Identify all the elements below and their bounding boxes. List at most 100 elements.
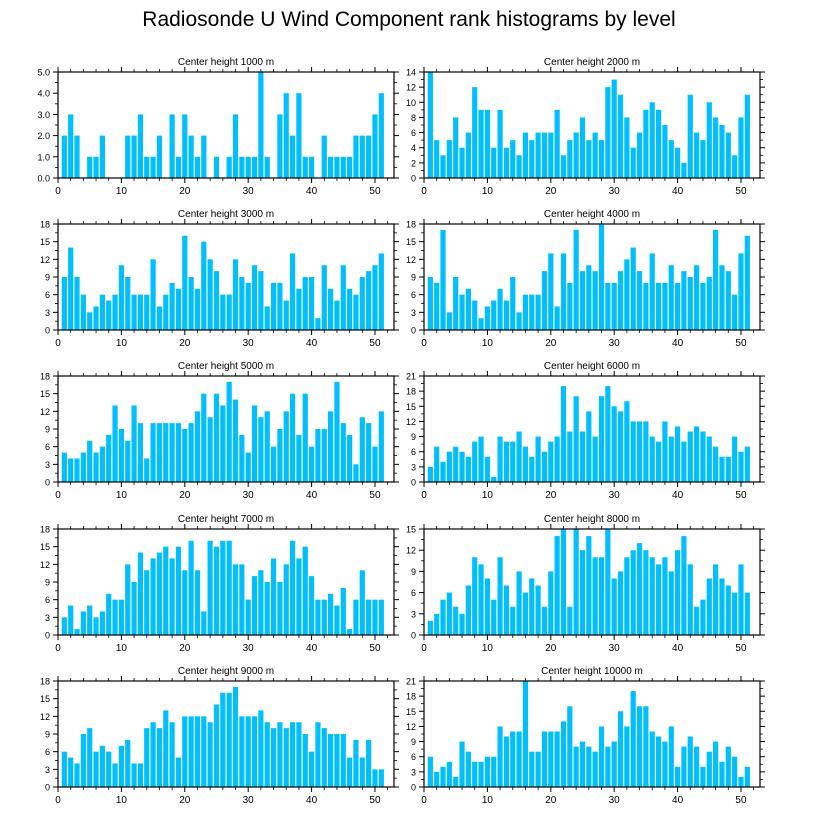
bar: [321, 728, 327, 787]
x-tick-label: 50: [735, 186, 747, 197]
bar: [366, 423, 372, 482]
bar: [144, 458, 150, 482]
bar: [296, 434, 302, 482]
y-tick-label: 0: [45, 631, 50, 641]
y-tick-label: 18: [40, 372, 50, 382]
bar: [694, 265, 700, 330]
bar: [649, 731, 655, 787]
bar: [340, 587, 346, 635]
x-tick-label: 0: [421, 186, 427, 197]
bar: [427, 756, 433, 787]
bar: [732, 294, 738, 330]
bar: [516, 155, 522, 178]
x-tick-label: 40: [672, 338, 684, 349]
bar: [163, 423, 169, 482]
bar: [302, 393, 308, 482]
bar: [156, 728, 163, 787]
bar: [440, 766, 446, 787]
bar: [359, 135, 365, 178]
bar: [484, 109, 490, 178]
bar: [182, 235, 188, 330]
bar: [74, 458, 80, 482]
bar: [598, 140, 605, 178]
y-tick-label: 21: [406, 372, 416, 382]
bar: [560, 155, 567, 178]
bar: [630, 247, 636, 330]
bar: [484, 578, 490, 635]
y-tick-label: 0: [411, 326, 416, 336]
bar: [315, 429, 321, 482]
bar: [353, 464, 359, 482]
x-tick-label: 50: [369, 490, 381, 501]
bar: [283, 93, 289, 178]
bar: [725, 456, 731, 482]
bar: [68, 114, 74, 178]
y-tick-label: 6: [411, 752, 416, 762]
bar: [150, 423, 156, 482]
y-tick-label: 12: [406, 83, 416, 93]
bar: [264, 411, 270, 482]
bar: [573, 396, 579, 482]
bar: [125, 440, 131, 482]
y-tick-label: 15: [40, 694, 50, 704]
bar: [554, 306, 560, 330]
bar: [478, 436, 484, 482]
bar: [694, 746, 700, 787]
bar: [598, 726, 605, 787]
panel-title: Center height 5000 m: [178, 361, 274, 372]
bar: [478, 564, 484, 635]
y-tick-label: 18: [40, 525, 50, 535]
bar: [207, 417, 213, 482]
bar: [232, 686, 239, 787]
x-tick-label: 30: [609, 795, 621, 806]
bar: [347, 757, 353, 787]
y-tick-label: 12: [406, 255, 416, 265]
bar: [427, 620, 433, 635]
bar: [535, 585, 541, 635]
y-tick-label: 3: [45, 613, 50, 623]
y-tick-label: 15: [40, 237, 50, 247]
bar: [535, 132, 541, 178]
bar: [617, 271, 624, 330]
bar: [478, 318, 484, 330]
bar: [738, 253, 744, 330]
figure-title: Radiosonde U Wind Component rank histogr…: [142, 8, 676, 31]
bar: [283, 564, 289, 635]
bar: [592, 271, 598, 330]
bar: [213, 546, 220, 635]
bar: [700, 599, 706, 635]
bar: [93, 306, 99, 330]
bar: [465, 585, 471, 635]
y-tick-label: 6: [45, 290, 50, 300]
bar: [239, 434, 245, 482]
x-tick-label: 30: [609, 186, 621, 197]
bar: [655, 736, 662, 787]
y-tick-label: 21: [406, 677, 416, 687]
bar: [529, 294, 535, 330]
panel-title: Center height 1000 m: [178, 57, 274, 68]
panel-7: Center height 7000 m 0 10 20 30 40 50 0 3 6 9 12 15 1…: [40, 514, 399, 654]
bar: [662, 125, 668, 178]
bar: [99, 446, 105, 482]
bar: [592, 751, 598, 787]
bar: [491, 147, 497, 178]
bar: [68, 757, 74, 787]
x-tick-label: 50: [735, 795, 747, 806]
bar: [220, 294, 226, 330]
bar: [93, 452, 99, 482]
bar: [283, 728, 289, 787]
x-tick-label: 50: [369, 186, 381, 197]
bar: [99, 611, 105, 635]
bar: [446, 592, 452, 635]
y-tick-label: 15: [40, 542, 50, 552]
bar: [636, 132, 643, 178]
panel-title: Center height 7000 m: [178, 514, 274, 525]
bar: [567, 431, 573, 482]
bar: [700, 431, 706, 482]
x-tick-label: 40: [306, 338, 318, 349]
bar: [289, 135, 296, 178]
bar: [497, 109, 503, 178]
x-tick-label: 0: [421, 795, 427, 806]
bar: [605, 386, 611, 482]
bar: [446, 312, 452, 330]
